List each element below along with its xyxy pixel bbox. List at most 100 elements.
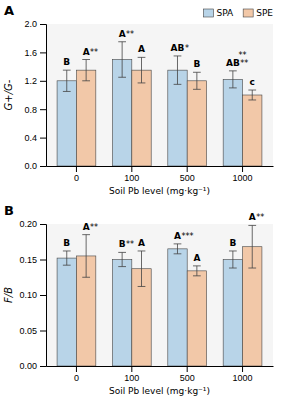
error-bar (193, 266, 201, 276)
tick-label: 0.4 (24, 133, 37, 143)
axis-line (40, 25, 47, 167)
tick: 500 (180, 166, 195, 183)
data-label: B (119, 239, 126, 249)
legend-swatch (243, 9, 253, 17)
tick-mark (242, 366, 243, 372)
error-line (118, 77, 126, 78)
data-labels: BA**AB*AB**A**ABc** (63, 29, 255, 87)
error-line (196, 266, 197, 276)
legend-item: SPA (203, 8, 234, 18)
bar (243, 95, 262, 166)
x-axis: 01005001000 (47, 166, 274, 183)
data-label: A (83, 222, 90, 232)
error-bar (118, 252, 126, 266)
legend-swatch (203, 9, 213, 17)
tick: 1.2 (24, 76, 46, 86)
tick-mark (40, 260, 46, 261)
tick-label: 2.0 (24, 19, 37, 29)
legend-label: SPE (256, 8, 273, 18)
error-line (82, 234, 90, 235)
data-label: A (174, 231, 181, 241)
annotation: ** (239, 51, 247, 60)
data-label: B (229, 238, 236, 248)
tick-label: 0.05 (19, 326, 37, 336)
tick: 0.00 (19, 361, 46, 371)
y-axis: 0.000.050.100.150.20 (19, 219, 46, 371)
bar (57, 81, 76, 166)
y-axis-title: G+/G- (3, 79, 14, 110)
tick-mark (131, 166, 132, 172)
error-bar (63, 251, 71, 265)
error-line (174, 253, 182, 254)
tick-mark (40, 366, 46, 367)
tick-mark (40, 81, 46, 82)
tick: 0.05 (19, 326, 46, 336)
error-line (252, 90, 253, 100)
tick-label: 1.2 (24, 76, 37, 86)
error-line (141, 251, 142, 287)
plot: 0.00.40.81.21.62.001005001000BA**AB*AB**… (3, 19, 274, 196)
tick: 1000 (233, 366, 253, 383)
error-line (229, 250, 237, 251)
tick-mark (40, 24, 46, 25)
data-label: B (63, 238, 70, 248)
marks (57, 42, 262, 166)
error-line (229, 268, 237, 269)
bar (187, 271, 206, 366)
error-bar (82, 60, 90, 81)
bar (112, 260, 131, 367)
error-line (196, 72, 197, 89)
tick-label: 100 (124, 373, 139, 383)
tick-label: 1000 (233, 173, 253, 183)
error-bar (82, 235, 90, 278)
tick-label: 100 (124, 173, 139, 183)
bar (57, 258, 76, 366)
tick: 0.10 (19, 290, 46, 300)
panel: 0.00.40.81.21.62.001005001000BA**AB*AB**… (3, 3, 274, 196)
error-line (138, 57, 146, 58)
tick-mark (40, 52, 46, 53)
tick: 0.0 (24, 161, 46, 171)
error-line (118, 266, 126, 267)
significance-label: *** (181, 232, 193, 241)
significance-label: * (185, 44, 189, 53)
error-line (141, 57, 142, 83)
error-line (248, 99, 256, 100)
error-line (63, 265, 71, 266)
data-label: A (119, 29, 126, 39)
error-line (193, 265, 201, 266)
bar (168, 70, 187, 166)
tick-label: 0.10 (19, 290, 37, 300)
tick: 500 (180, 366, 195, 383)
axis-line (40, 225, 47, 367)
error-line (177, 244, 178, 254)
error-line (193, 89, 201, 90)
tick-mark (40, 331, 46, 332)
y-axis: 0.00.40.81.21.62.0 (24, 19, 46, 171)
error-bar (174, 56, 182, 84)
tick-label: 0 (74, 373, 79, 383)
x-axis-title: Soil Pb level (mg·kg⁻¹) (109, 186, 210, 196)
error-line (138, 82, 146, 83)
significance-label: ** (126, 30, 134, 39)
data-label: A (138, 44, 145, 54)
error-line (193, 72, 201, 73)
tick-mark (187, 166, 188, 172)
error-bar (248, 225, 256, 268)
tick-label: 0.8 (24, 105, 37, 115)
error-bar (229, 251, 237, 268)
significance-label: ** (256, 213, 264, 222)
tick-mark (242, 166, 243, 172)
error-line (63, 91, 71, 92)
legend-item: SPE (243, 8, 273, 18)
error-line (82, 80, 90, 81)
tick: 2.0 (24, 19, 46, 29)
tick: 1000 (233, 166, 253, 183)
error-bar (248, 90, 256, 100)
error-line (229, 70, 237, 71)
tick-label: 0.0 (24, 161, 37, 171)
error-bar (193, 72, 201, 89)
error-line (82, 277, 90, 278)
tick-mark (40, 138, 46, 139)
bar (187, 81, 206, 166)
